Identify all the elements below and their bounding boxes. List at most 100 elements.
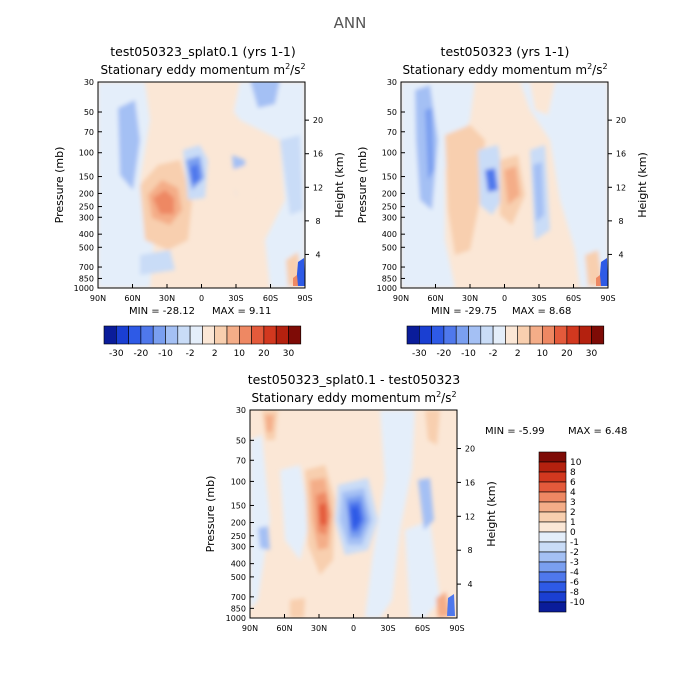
y-tick-label: 500 — [79, 243, 94, 252]
units-base: m — [273, 63, 285, 77]
colorbar-label: 2 — [570, 508, 576, 518]
y-axis-right: 20 16 12 8 4 Height (km) — [457, 445, 498, 589]
y-tick-label: 700 — [231, 593, 246, 602]
x-tick-label: 90S — [600, 294, 615, 303]
colorbar-swatch — [480, 325, 494, 345]
colorbar-swatch — [538, 491, 567, 503]
colorbar-label: -2 — [570, 548, 579, 558]
variable-name: Stationary eddy momentum — [402, 63, 571, 77]
y-tick-label: 100 — [231, 477, 246, 486]
y-tick-label: 150 — [382, 173, 397, 182]
y-tick-label: 1000 — [377, 284, 397, 293]
y-right-tick-label: 12 — [313, 183, 323, 192]
y-tick-label: 250 — [79, 203, 94, 212]
y-axis-right-label: Height (km) — [636, 152, 649, 218]
colorbar-swatch — [239, 325, 252, 345]
y-tick-label: 200 — [231, 519, 246, 528]
y-tick-label: 500 — [231, 573, 246, 582]
x-axis: 90N 60N 30N 0 30S 60S 90S — [242, 614, 465, 633]
y-tick-label: 30 — [84, 78, 94, 87]
y-tick-label: 850 — [231, 604, 246, 613]
colorbar-swatch — [177, 325, 191, 345]
colorbar-swatch — [165, 325, 179, 345]
colorbar-label: 4 — [570, 488, 576, 498]
colorbar-label: -2 — [186, 349, 195, 359]
colorbar-swatch — [538, 601, 567, 613]
x-tick-label: 30S — [228, 294, 243, 303]
units-sup2: 2 — [300, 62, 305, 71]
colorbar-label: -10 — [158, 349, 173, 359]
x-tick-label: 60S — [566, 294, 581, 303]
units-base: m — [575, 63, 587, 77]
y-tick-label: 300 — [382, 213, 397, 222]
min-value: MIN = -28.12 — [129, 306, 195, 317]
colorbar-swatch — [214, 325, 228, 345]
units-sup1: 2 — [436, 390, 441, 399]
y-right-tick-label: 16 — [616, 150, 626, 159]
y-tick-label: 30 — [236, 406, 246, 415]
contour-field — [250, 410, 457, 618]
colorbar-swatch — [538, 451, 567, 463]
colorbar-swatch — [431, 325, 445, 345]
x-axis: 90N 60N 30N 0 30S 60S 90S — [90, 284, 313, 303]
panel-control: test050323 (yrs 1-1) Stationary eddy mom… — [356, 44, 649, 359]
colorbar-swatch — [538, 501, 567, 513]
colorbar-label: 2 — [212, 349, 218, 359]
y-tick-label: 70 — [84, 128, 94, 137]
colorbar-label: -4 — [570, 568, 579, 578]
y-tick-label: 300 — [79, 213, 94, 222]
x-tick-label: 60N — [124, 294, 140, 303]
colorbar-swatch — [538, 571, 567, 583]
x-tick-label: 60N — [427, 294, 443, 303]
colorbar-swatch — [538, 521, 567, 533]
y-right-tick-label: 20 — [313, 116, 323, 125]
x-tick-label: 90N — [393, 294, 409, 303]
colorbar-swatch — [251, 325, 265, 345]
y-tick-label: 400 — [231, 560, 246, 569]
colorbar-label: -30 — [412, 349, 427, 359]
colorbar-swatch — [541, 325, 555, 345]
y-right-tick-label: 8 — [467, 546, 472, 555]
colorbar-swatch — [505, 325, 518, 345]
colorbar-swatch — [538, 531, 567, 543]
y-axis-label: Pressure (mb) — [356, 147, 369, 224]
contour-field — [401, 82, 608, 288]
colorbar-label: -20 — [134, 349, 149, 359]
x-tick-label: 0 — [502, 294, 507, 303]
colorbar-label: -10 — [461, 349, 476, 359]
colorbar-swatch — [591, 325, 605, 345]
y-tick-label: 50 — [236, 436, 246, 445]
colorbar-label: 3 — [570, 498, 576, 508]
colorbar-swatch — [578, 325, 592, 345]
x-tick-label: 60N — [276, 624, 292, 633]
colorbar-swatch — [492, 325, 506, 345]
panel-difference: test050323_splat0.1 - test050323 Station… — [204, 372, 627, 633]
colorbar-swatch — [538, 461, 567, 473]
colorbar-label: -8 — [570, 588, 579, 598]
y-tick-label: 100 — [79, 149, 94, 158]
colorbar-swatch — [275, 325, 289, 345]
x-tick-label: 30S — [380, 624, 395, 633]
y-right-tick-label: 12 — [616, 183, 626, 192]
y-tick-label: 850 — [79, 274, 94, 283]
colorbar-label: -3 — [570, 558, 579, 568]
contour-field — [98, 82, 305, 288]
colorbar: -30 -20 -10 -2 2 10 20 30 — [406, 325, 605, 359]
y-tick-label: 100 — [382, 149, 397, 158]
colorbar-label: 30 — [283, 349, 295, 359]
y-right-tick-label: 4 — [467, 580, 472, 589]
y-tick-label: 250 — [231, 532, 246, 541]
units-mid: /s — [441, 391, 451, 405]
colorbar-swatch — [406, 325, 420, 345]
colorbar-label: -1 — [570, 538, 579, 548]
colorbar-swatch — [554, 325, 568, 345]
colorbar-swatch — [566, 325, 580, 345]
colorbar-swatch — [538, 581, 567, 593]
colorbar-label: 2 — [515, 349, 521, 359]
y-tick-label: 700 — [79, 263, 94, 272]
colorbar-swatch — [288, 325, 302, 345]
colorbar-swatch — [152, 325, 166, 345]
y-right-tick-label: 20 — [465, 445, 475, 454]
